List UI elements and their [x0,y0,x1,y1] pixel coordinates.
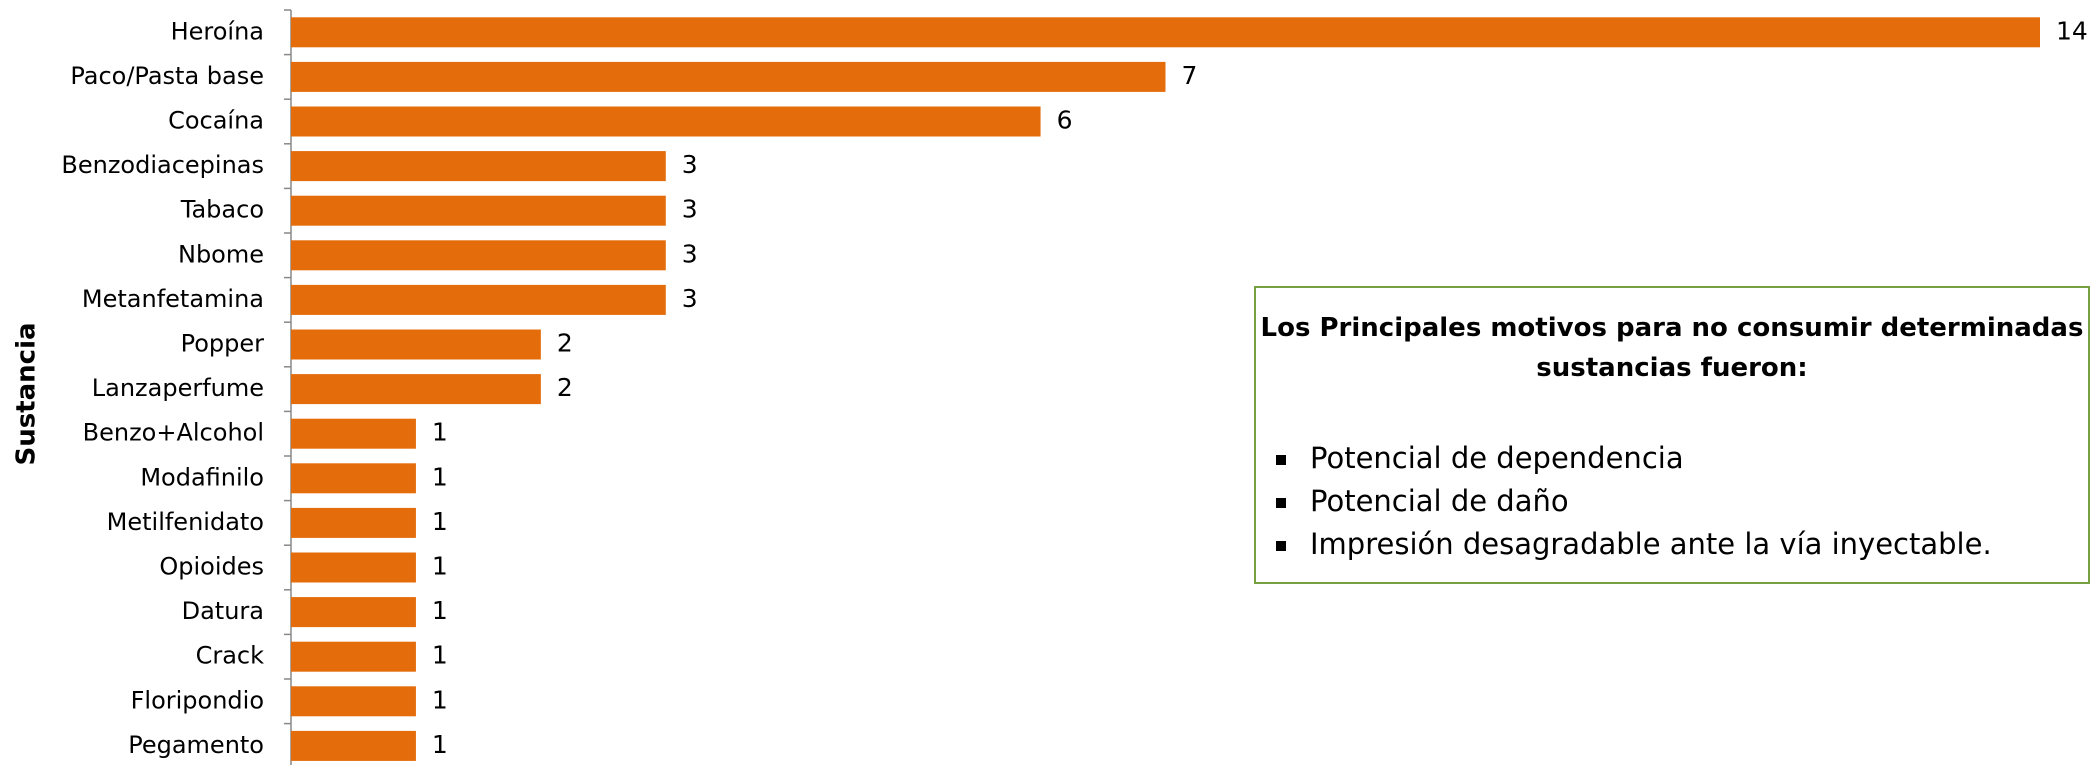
bar [291,17,2040,48]
y-tick-label: Datura [182,597,264,625]
value-label: 3 [682,150,698,179]
value-label: 2 [557,373,573,402]
y-tick-label: Benzo+Alcohol [83,419,264,447]
y-tick-label: Lanzaperfume [92,374,264,402]
bar [291,507,416,538]
y-axis-title: Sustancia [12,322,42,465]
annotation-item: Potencial de daño [1310,484,1569,518]
value-label: 1 [432,418,448,447]
bullet [1276,498,1286,508]
y-tick-label: Pegamento [128,731,264,759]
y-tick-label: Modafinilo [140,463,264,491]
value-label: 6 [1057,106,1073,135]
annotation-title: Los Principales motivos para no consumir… [1261,313,2084,383]
value-label: 1 [432,552,448,581]
y-tick-label: Heroína [171,17,264,45]
annotation-title-line: sustancias fueron: [1536,353,1807,383]
annotation-item: Impresión desagradable ante la vía inyec… [1310,527,1992,561]
value-label: 3 [682,284,698,313]
y-tick-label: Cocaína [168,107,264,135]
value-label: 1 [432,730,448,759]
bar [291,240,666,271]
bar [291,151,666,182]
annotation-box [1254,286,2090,584]
y-tick-label: Floripondio [131,686,264,714]
y-tick-label: Nbome [178,240,264,268]
bar [291,374,541,405]
y-tick-label: Popper [181,330,265,358]
bullet [1276,455,1286,465]
value-label: 1 [432,462,448,491]
value-label: 1 [432,685,448,714]
bar [291,730,416,761]
value-label: 7 [1182,61,1198,90]
y-tick-label: Metanfetamina [82,285,264,313]
y-tick-label: Metilfenidato [107,508,264,536]
value-label: 3 [682,195,698,224]
y-tick-label: Crack [196,642,265,670]
bullet [1276,541,1286,551]
value-label: 2 [557,329,573,358]
bar [291,195,666,226]
value-label: 1 [432,641,448,670]
bar [291,284,666,315]
bar [291,641,416,672]
bar [291,418,416,449]
annotation-item: Potencial de dependencia [1310,441,1684,475]
bar [291,597,416,628]
bar [291,552,416,583]
bar [291,686,416,717]
value-label: 1 [432,596,448,625]
bar [291,61,1166,92]
value-label: 14 [2056,16,2088,45]
y-tick-label: Opioides [159,553,264,581]
y-tick-label: Tabaco [180,196,264,224]
value-label: 3 [682,239,698,268]
bar [291,463,416,494]
annotation-title-line: Los Principales motivos para no consumir… [1261,313,2084,343]
value-label: 1 [432,507,448,536]
y-tick-label: Benzodiacepinas [61,151,264,179]
bar [291,329,541,360]
y-tick-label: Paco/Pasta base [70,62,264,90]
bar [291,106,1041,137]
